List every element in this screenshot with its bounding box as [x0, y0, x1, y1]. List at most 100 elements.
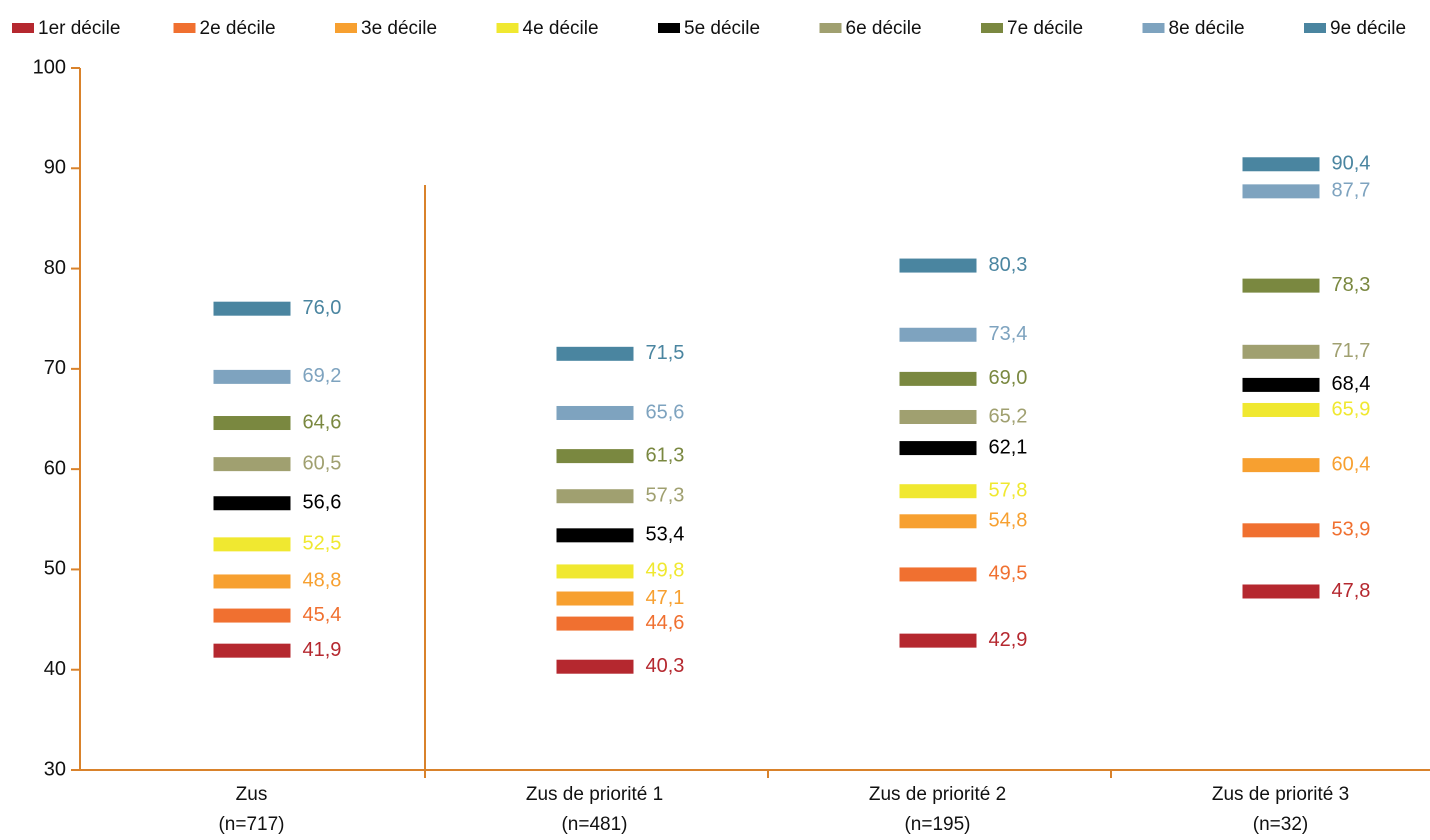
decile-marker	[213, 537, 291, 552]
value-label: 65,9	[1332, 398, 1371, 420]
value-label: 90,4	[1332, 153, 1371, 175]
decile-marker	[556, 346, 634, 361]
decile-marker	[899, 327, 977, 342]
value-label: 47,1	[646, 587, 685, 609]
value-label: 57,8	[989, 479, 1028, 501]
legend-swatch	[819, 23, 842, 33]
decile-marker	[899, 371, 977, 386]
decile-marker	[899, 514, 977, 529]
decile-marker	[1242, 377, 1320, 392]
decile-marker	[213, 416, 291, 431]
y-tick-label: 60	[44, 457, 66, 479]
decile-marker	[213, 457, 291, 472]
legend-swatch	[658, 23, 680, 33]
value-label: 80,3	[989, 254, 1028, 276]
decile-marker	[1242, 278, 1320, 293]
decile-marker	[556, 564, 634, 579]
value-label: 47,8	[1332, 580, 1371, 602]
value-label: 45,4	[303, 604, 342, 626]
value-label: 76,0	[303, 297, 342, 319]
value-label: 44,6	[646, 612, 685, 634]
legend-label: 1er décile	[38, 18, 120, 39]
decile-marker	[213, 608, 291, 623]
value-label: 56,6	[303, 492, 342, 514]
value-label: 40,3	[646, 655, 685, 677]
decile-marker	[1242, 584, 1320, 599]
y-tick-label: 70	[44, 357, 66, 379]
legend-label: 7e décile	[1007, 18, 1083, 39]
legend-swatch	[335, 23, 357, 33]
legend-swatch	[12, 23, 34, 33]
legend-label: 5e décile	[684, 18, 760, 39]
decile-marker	[213, 574, 291, 589]
y-tick-label: 90	[44, 157, 66, 179]
decile-marker	[1242, 402, 1320, 417]
value-label: 78,3	[1332, 274, 1371, 296]
x-tick-label: Zus (n=717)	[218, 784, 285, 835]
legend-swatch	[1142, 23, 1165, 33]
value-label: 64,6	[303, 411, 342, 433]
decile-marker	[556, 449, 634, 464]
x-tick-label: Zus de priorité 2 (n=195)	[868, 784, 1007, 835]
legend-label: 9e décile	[1330, 18, 1406, 39]
x-tick-label: Zus de priorité 3 (n=32)	[1211, 784, 1350, 835]
value-label: 49,8	[646, 560, 685, 582]
decile-marker	[899, 633, 977, 648]
legend-swatch	[496, 23, 519, 33]
value-label: 62,1	[989, 436, 1028, 458]
value-label: 48,8	[303, 570, 342, 592]
decile-marker	[899, 484, 977, 499]
legend-swatch	[981, 23, 1003, 33]
decile-marker	[556, 616, 634, 631]
decile-marker	[213, 643, 291, 658]
decile-marker	[899, 409, 977, 424]
decile-marker	[899, 258, 977, 273]
legend-swatch	[173, 23, 196, 33]
value-label: 71,5	[646, 342, 685, 364]
decile-marker	[1242, 458, 1320, 473]
legend-label: 4e décile	[523, 18, 599, 39]
legend-label: 2e décile	[200, 18, 276, 39]
legend-label: 3e décile	[361, 18, 437, 39]
y-tick-label: 80	[44, 257, 66, 279]
decile-marker	[556, 659, 634, 674]
y-tick-label: 50	[44, 558, 66, 580]
decile-marker	[1242, 157, 1320, 172]
decile-marker	[1242, 184, 1320, 199]
value-label: 54,8	[989, 510, 1028, 532]
decile-marker	[556, 405, 634, 420]
decile-marker	[556, 489, 634, 504]
value-label: 71,7	[1332, 340, 1371, 362]
value-label: 42,9	[989, 629, 1028, 651]
decile-marker	[213, 496, 291, 511]
decile-marker	[899, 567, 977, 582]
value-label: 49,5	[989, 563, 1028, 585]
decile-marker	[213, 301, 291, 316]
value-label: 60,5	[303, 452, 342, 474]
y-tick-label: 30	[44, 758, 66, 780]
value-label: 68,4	[1332, 373, 1371, 395]
value-label: 65,6	[646, 401, 685, 423]
value-label: 87,7	[1332, 180, 1371, 202]
value-label: 52,5	[303, 533, 342, 555]
value-label: 53,9	[1332, 519, 1371, 541]
value-label: 65,2	[989, 405, 1028, 427]
value-label: 41,9	[303, 639, 342, 661]
decile-marker	[1242, 523, 1320, 538]
decile-marker	[556, 528, 634, 543]
value-label: 60,4	[1332, 453, 1371, 475]
decile-marker	[556, 591, 634, 606]
y-tick-label: 40	[44, 658, 66, 680]
value-label: 57,3	[646, 485, 685, 507]
value-label: 73,4	[989, 323, 1028, 345]
value-label: 53,4	[646, 524, 685, 546]
value-label: 69,0	[989, 367, 1028, 389]
value-label: 69,2	[303, 365, 342, 387]
value-label: 61,3	[646, 444, 685, 466]
legend-label: 6e décile	[846, 18, 922, 39]
decile-marker	[213, 369, 291, 384]
x-tick-label: Zus de priorité 1 (n=481)	[525, 784, 664, 835]
decile-marker	[899, 441, 977, 456]
